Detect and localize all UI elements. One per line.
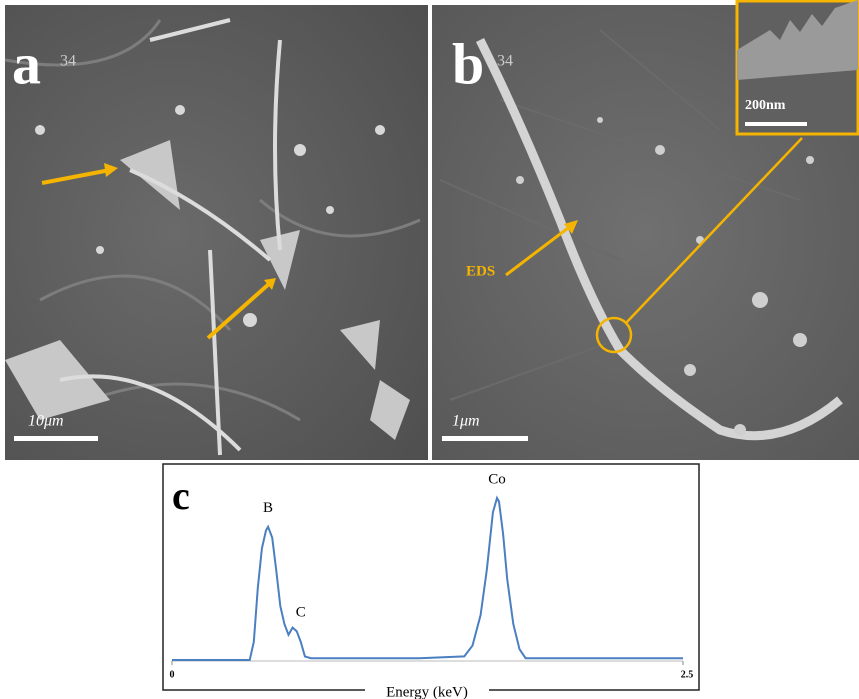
x-axis-label: Energy (keV): [386, 684, 468, 699]
scale-bar-label: 1μm: [452, 413, 480, 430]
chart-frame: [163, 464, 699, 690]
figure: a 34 10μm b 34 1μm 200nm EDS c Energy (k…: [0, 0, 859, 699]
stamp: 34: [497, 53, 513, 70]
panel-label: b: [452, 31, 484, 96]
peak-label: Co: [488, 471, 506, 487]
sem-image-a: [5, 5, 428, 460]
annotation: EDS: [466, 263, 495, 279]
peak-label: B: [263, 500, 273, 516]
stamp: 34: [60, 53, 76, 70]
x-tick-label: 0: [170, 669, 175, 680]
panel-label: a: [12, 31, 41, 96]
x-tick-label: 2.5: [681, 669, 694, 680]
panel-label: c: [172, 473, 190, 518]
inset-scale-bar-label: 200nm: [745, 98, 786, 113]
figure-canvas: a 34 10μm b 34 1μm 200nm EDS c Energy (k…: [0, 0, 859, 699]
scale-bar-label: 10μm: [28, 413, 64, 430]
peak-label: C: [296, 605, 306, 621]
